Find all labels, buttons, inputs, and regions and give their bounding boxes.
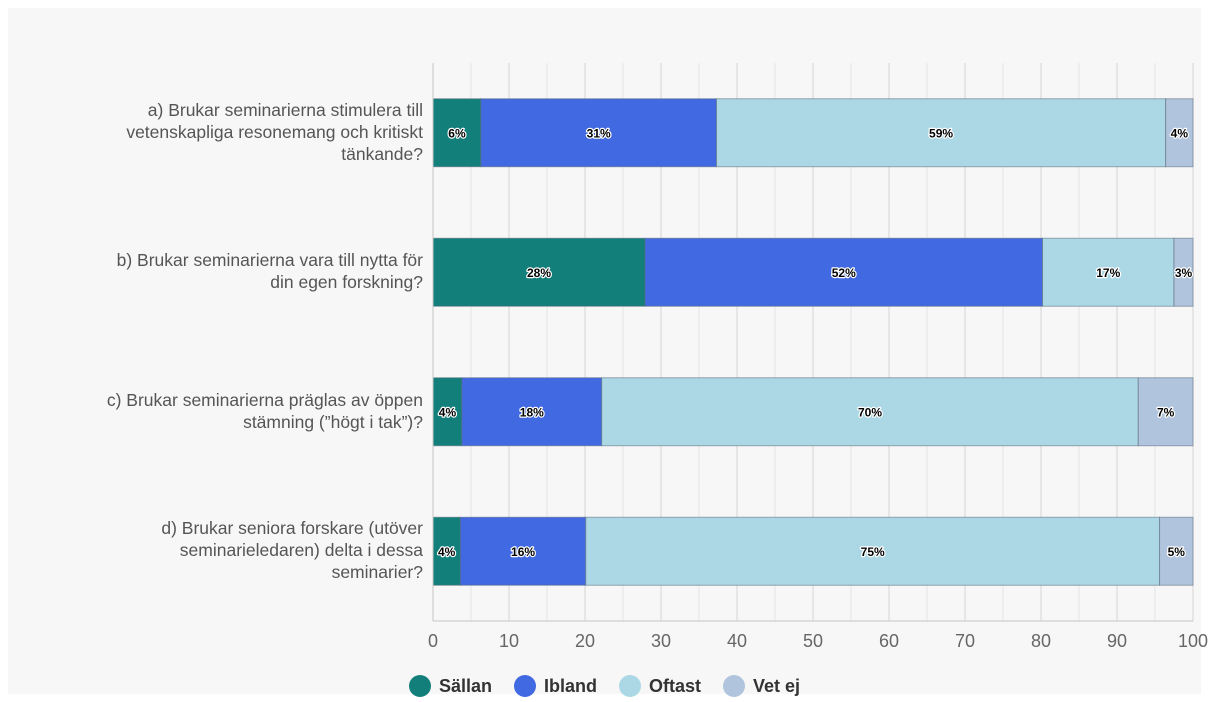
x-tick-label: 70 bbox=[955, 631, 975, 651]
legend-item[interactable]: Oftast bbox=[618, 675, 701, 697]
x-tick-label: 30 bbox=[651, 631, 671, 651]
x-tick-label: 40 bbox=[727, 631, 747, 651]
bar-segment bbox=[1137, 377, 1194, 447]
x-tick-label: 0 bbox=[428, 631, 438, 651]
bar-segment bbox=[715, 98, 1167, 168]
legend-swatch bbox=[408, 675, 431, 697]
data-label: 75% bbox=[861, 545, 885, 559]
data-label: 31% bbox=[587, 126, 611, 140]
legend-label: Ibland bbox=[543, 675, 597, 696]
data-label: 17% bbox=[1096, 266, 1120, 280]
legend-label: Vet ej bbox=[753, 675, 801, 696]
category-label-line: c) Brukar seminarierna präglas av öppen bbox=[106, 389, 423, 410]
data-label: 6% bbox=[448, 126, 466, 140]
legend-swatch bbox=[723, 675, 745, 697]
data-label: 4% bbox=[439, 405, 457, 419]
x-tick-label: 80 bbox=[1031, 631, 1051, 651]
legend-label: Sällan bbox=[438, 675, 492, 696]
bar-segment bbox=[432, 98, 482, 168]
bar-segment bbox=[1165, 98, 1194, 168]
x-tick-label: 50 bbox=[803, 631, 823, 651]
x-tick-label: 60 bbox=[879, 631, 899, 651]
legend-item[interactable]: Sällan bbox=[408, 675, 492, 697]
category-label-line: din egen forskning? bbox=[270, 272, 423, 293]
x-tick-label: 90 bbox=[1107, 631, 1127, 651]
data-label: 4% bbox=[438, 545, 456, 559]
data-label: 52% bbox=[832, 266, 856, 280]
bar-segment bbox=[461, 377, 603, 447]
data-label: 3% bbox=[1175, 266, 1193, 280]
bar-segment bbox=[585, 516, 1161, 586]
legend-item[interactable]: Vet ej bbox=[723, 675, 800, 697]
data-label: 59% bbox=[929, 126, 953, 140]
bar-segment bbox=[459, 516, 587, 586]
category-label-line: vetenskapliga resonemang och kritiskt bbox=[126, 121, 423, 142]
data-label: 16% bbox=[511, 545, 535, 559]
data-label: 18% bbox=[520, 405, 544, 419]
bar-segment bbox=[644, 237, 1044, 307]
category-label-line: seminarieledaren) delta i dessa bbox=[179, 540, 423, 561]
category-label-line: seminarier? bbox=[331, 562, 423, 583]
category-label-line: a) Brukar seminarierna stimulera till bbox=[147, 99, 423, 120]
legend-swatch bbox=[618, 675, 641, 697]
x-tick-label: 100 bbox=[1178, 631, 1208, 651]
category-label: a) Brukar seminarierna stimulera till vet… bbox=[23, 99, 423, 165]
data-label: 7% bbox=[1157, 405, 1175, 419]
data-label: 4% bbox=[1171, 126, 1189, 140]
legend: Sällan Ibland Oftast Vet ej bbox=[0, 675, 1209, 697]
category-label: d) Brukar seniora forskare (utöver semina… bbox=[23, 517, 423, 583]
bar-segment bbox=[432, 516, 461, 586]
x-tick-label: 20 bbox=[575, 631, 595, 651]
bar-segment bbox=[1042, 237, 1175, 307]
x-tick-label: 10 bbox=[499, 631, 519, 651]
category-label-line: d) Brukar seniora forskare (utöver bbox=[161, 518, 423, 539]
bar-segment bbox=[601, 377, 1139, 447]
data-label: 28% bbox=[527, 266, 551, 280]
legend-swatch bbox=[513, 675, 536, 697]
bar-segment bbox=[1173, 237, 1194, 307]
category-label-line: tänkande? bbox=[341, 143, 423, 164]
category-label-line: b) Brukar seminarierna vara till nytta f… bbox=[116, 250, 423, 271]
category-label: b) Brukar seminarierna vara till nytta f… bbox=[23, 249, 423, 293]
bar-segment bbox=[480, 98, 717, 168]
legend-item[interactable]: Ibland bbox=[513, 675, 597, 697]
category-label: c) Brukar seminarierna präglas av öppen s… bbox=[23, 389, 423, 433]
bar-segment bbox=[432, 237, 646, 307]
bar-segment bbox=[1159, 516, 1194, 586]
legend-label: Oftast bbox=[648, 675, 701, 696]
data-label: 5% bbox=[1168, 545, 1186, 559]
data-label: 70% bbox=[858, 405, 882, 419]
category-label-line: stämning (”högt i tak”)? bbox=[243, 411, 423, 432]
